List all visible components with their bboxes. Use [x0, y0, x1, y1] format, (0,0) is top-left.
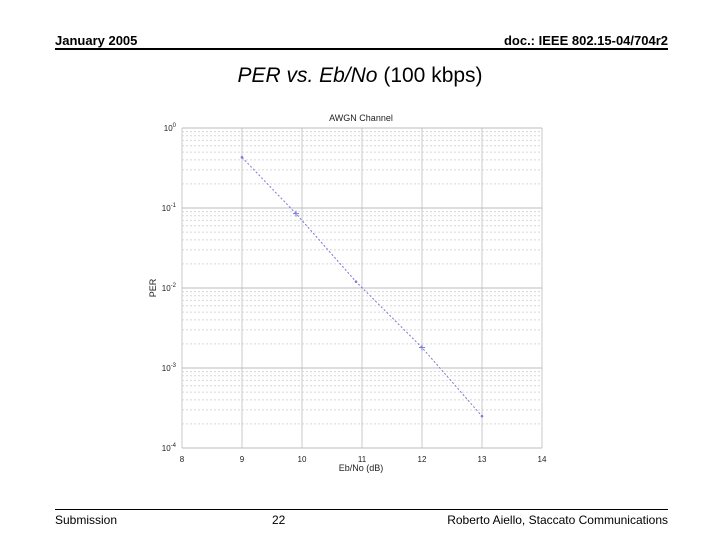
- header-date: January 2005: [55, 33, 138, 48]
- data-point-marker: [354, 280, 358, 283]
- x-tick-label: 13: [478, 455, 487, 464]
- y-tick-label: 100: [164, 123, 177, 133]
- footer-page-number: 22: [272, 513, 286, 527]
- x-axis-label: Eb/No (dB): [339, 463, 384, 473]
- x-tick-label: 8: [180, 455, 185, 464]
- y-tick-label: 10-4: [162, 443, 177, 453]
- tick-labels: 8 9 10 11 12 13 14 100 10-1 10-2 10-3 10-4: [162, 123, 547, 464]
- per-chart: AWGN Channel 8 9 10 11 12 13 14 100 10-1 10-2 10-3…: [148, 113, 547, 473]
- data-point-marker: [240, 156, 244, 159]
- data-point-marker: [480, 414, 484, 418]
- slide-title: PER vs. Eb/No (100 kbps): [0, 64, 720, 88]
- y-tick-label: 10-1: [162, 203, 177, 213]
- x-tick-label: 11: [358, 455, 367, 464]
- y-tick-label: 10-3: [162, 363, 177, 373]
- header-rule: [55, 48, 668, 50]
- data-point-marker: [419, 344, 425, 351]
- slide-title-rate: (100 kbps): [377, 64, 483, 87]
- x-tick-label: 9: [240, 455, 245, 464]
- grid: [181, 127, 543, 449]
- footer-submission: Submission: [55, 513, 118, 527]
- x-tick-label: 14: [538, 455, 547, 464]
- header-doc-id: doc.: IEEE 802.15-04/704r2: [503, 33, 668, 48]
- footer-rule: [55, 509, 668, 510]
- y-axis-label: PER: [148, 278, 158, 297]
- footer-author: Roberto Aiello, Staccato Communications: [447, 513, 668, 527]
- data-point-marker: [293, 210, 299, 217]
- y-tick-label: 10-2: [162, 283, 177, 293]
- chart-title: AWGN Channel: [329, 113, 393, 123]
- x-tick-label: 12: [418, 455, 427, 464]
- x-tick-label: 10: [298, 455, 307, 464]
- series: [240, 156, 484, 418]
- slide-title-main: PER vs. Eb/No: [237, 64, 378, 87]
